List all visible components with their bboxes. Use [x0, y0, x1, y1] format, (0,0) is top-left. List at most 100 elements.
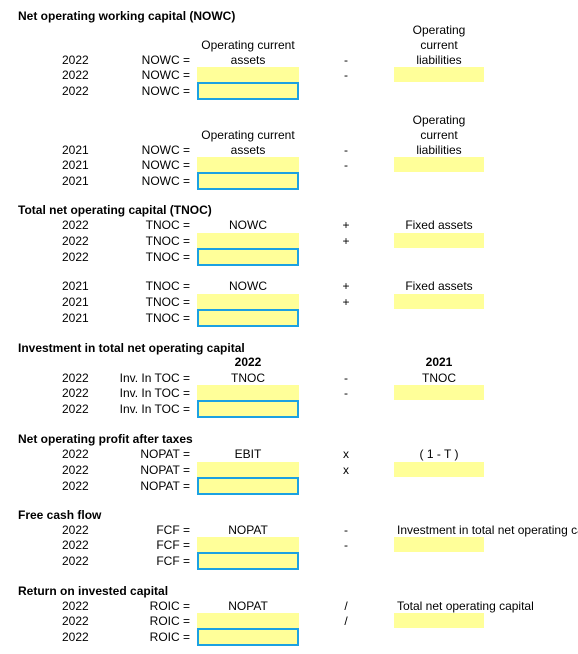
tnoc-2021-row1-year: 2021 — [62, 279, 89, 293]
tnoc-2021-row1-label: TNOC = — [145, 279, 190, 293]
nowc-2021-header-assets-line2: assets — [230, 143, 266, 157]
tnoc-2021-row3-label: TNOC = — [145, 311, 190, 325]
tnoc-2022-row3-year: 2022 — [62, 250, 89, 264]
roic-row2-operator: / — [344, 614, 348, 628]
fcf-row2-year: 2022 — [62, 538, 89, 552]
fcf-investment-input[interactable] — [394, 537, 484, 552]
fcf-row1-label: FCF = — [156, 523, 190, 537]
nowc-2022-result-input[interactable] — [197, 82, 299, 100]
roic-row1-label: ROIC = — [149, 599, 190, 613]
fcf-row1-year: 2022 — [62, 523, 89, 537]
nowc-2022-row1-year: 2022 — [62, 53, 89, 67]
nowc-2021-header-liabilities-line1: Operating — [412, 113, 466, 127]
roic-result-input[interactable] — [197, 628, 299, 646]
nopat-header-tax-factor: ( 1 - T ) — [419, 447, 459, 461]
nowc-2022-header-liabilities-line2: current — [420, 38, 458, 52]
investment-row3-label: Inv. In TOC = — [119, 402, 190, 416]
nopat-section-title: Net operating profit after taxes — [18, 432, 193, 446]
investment-row2-label: Inv. In TOC = — [119, 386, 190, 400]
investment-tnoc-prior-input[interactable] — [394, 385, 484, 400]
nowc-2022-row1-label: NOWC = — [141, 53, 190, 67]
nowc-2021-row3-year: 2021 — [62, 174, 89, 188]
tnoc-2021-result-input[interactable] — [197, 309, 299, 327]
nowc-2022-liabilities-input[interactable] — [394, 67, 484, 82]
fcf-row2-operator: - — [344, 538, 348, 552]
nowc-section-title: Net operating working capital (NOWC) — [18, 9, 236, 23]
investment-row3-year: 2022 — [62, 402, 89, 416]
nowc-2022-row3-year: 2022 — [62, 84, 89, 98]
tnoc-2022-row1-operator: + — [342, 218, 350, 232]
investment-row1-year: 2022 — [62, 371, 89, 385]
tnoc-2021-nowc-input[interactable] — [197, 294, 299, 309]
tnoc-2022-row2-year: 2022 — [62, 234, 89, 248]
tnoc-2022-row1-label: TNOC = — [145, 218, 190, 232]
nowc-2022-row3-label: NOWC = — [141, 84, 190, 98]
tnoc-2021-header-fixed-assets: Fixed assets — [405, 279, 473, 293]
investment-row1-label: Inv. In TOC = — [119, 371, 190, 385]
nowc-2021-liabilities-input[interactable] — [394, 157, 484, 172]
roic-nopat-input[interactable] — [197, 613, 299, 628]
nowc-2021-row1-year: 2021 — [62, 143, 89, 157]
tnoc-2022-row3-label: TNOC = — [145, 250, 190, 264]
nowc-2022-assets-input[interactable] — [197, 67, 299, 82]
tnoc-2021-header-nowc: NOWC — [229, 279, 267, 293]
nowc-2022-header-assets-line1: Operating current — [201, 38, 295, 52]
nowc-2021-row2-year: 2021 — [62, 158, 89, 172]
roic-row1-year: 2022 — [62, 599, 89, 613]
investment-header-year-current: 2022 — [234, 355, 262, 369]
nopat-row3-label: NOPAT = — [140, 479, 190, 493]
fcf-row3-year: 2022 — [62, 554, 89, 568]
nowc-2021-assets-input[interactable] — [197, 157, 299, 172]
tnoc-2021-row2-year: 2021 — [62, 295, 89, 309]
nopat-header-ebit: EBIT — [234, 447, 262, 461]
nowc-2022-row2-label: NOWC = — [141, 68, 190, 82]
fcf-result-input[interactable] — [197, 552, 299, 570]
nopat-row1-label: NOPAT = — [140, 447, 190, 461]
investment-tnoc-current-input[interactable] — [197, 385, 299, 400]
nopat-row1-year: 2022 — [62, 447, 89, 461]
nowc-2022-header-assets-line2: assets — [230, 53, 266, 67]
tnoc-2021-row2-label: TNOC = — [145, 295, 190, 309]
nopat-ebit-input[interactable] — [197, 462, 299, 477]
fcf-header-investment: Investment in total net operating capita… — [397, 523, 578, 537]
investment-row1-operator: - — [344, 371, 348, 385]
tnoc-2022-row2-operator: + — [342, 234, 350, 248]
fcf-nopat-input[interactable] — [197, 537, 299, 552]
nopat-result-input[interactable] — [197, 477, 299, 495]
tnoc-2022-header-nowc: NOWC — [229, 218, 267, 232]
investment-result-input[interactable] — [197, 400, 299, 418]
fcf-header-nopat: NOPAT — [228, 523, 268, 537]
nowc-2021-row3-label: NOWC = — [141, 174, 190, 188]
fcf-row3-label: FCF = — [156, 554, 190, 568]
nowc-2022-row1-operator: - — [344, 53, 348, 67]
roic-header-total-capital: Total net operating capital — [397, 599, 534, 613]
tnoc-2022-fixed-assets-input[interactable] — [394, 233, 484, 248]
nowc-2021-header-assets-line1: Operating current — [201, 128, 295, 142]
roic-section-title: Return on invested capital — [18, 584, 169, 598]
nopat-row2-operator: x — [343, 463, 349, 477]
nopat-row1-operator: x — [343, 447, 349, 461]
investment-section-title: Investment in total net operating capita… — [18, 341, 245, 355]
fcf-section-title: Free cash flow — [18, 508, 102, 522]
roic-row3-label: ROIC = — [149, 630, 190, 644]
roic-row1-operator: / — [344, 599, 348, 613]
investment-header-tnoc-prior: TNOC — [422, 371, 456, 385]
nopat-row3-year: 2022 — [62, 479, 89, 493]
tnoc-section-title: Total net operating capital (TNOC) — [18, 203, 212, 217]
roic-total-capital-input[interactable] — [394, 613, 484, 628]
nowc-2021-result-input[interactable] — [197, 172, 299, 190]
nowc-2021-header-liabilities-line3: liabilities — [416, 143, 462, 157]
tnoc-2022-row1-year: 2022 — [62, 218, 89, 232]
nopat-tax-factor-input[interactable] — [394, 462, 484, 477]
tnoc-2022-row2-label: TNOC = — [145, 234, 190, 248]
investment-row2-operator: - — [344, 386, 348, 400]
nowc-2021-row2-operator: - — [344, 158, 348, 172]
tnoc-2022-result-input[interactable] — [197, 248, 299, 266]
nowc-2021-header-liabilities-line2: current — [420, 128, 458, 142]
tnoc-2021-fixed-assets-input[interactable] — [394, 294, 484, 309]
investment-header-year-prior: 2021 — [425, 355, 453, 369]
nowc-2022-row2-operator: - — [344, 68, 348, 82]
nowc-2021-row2-label: NOWC = — [141, 158, 190, 172]
tnoc-2022-nowc-input[interactable] — [197, 233, 299, 248]
nopat-row2-label: NOPAT = — [140, 463, 190, 477]
